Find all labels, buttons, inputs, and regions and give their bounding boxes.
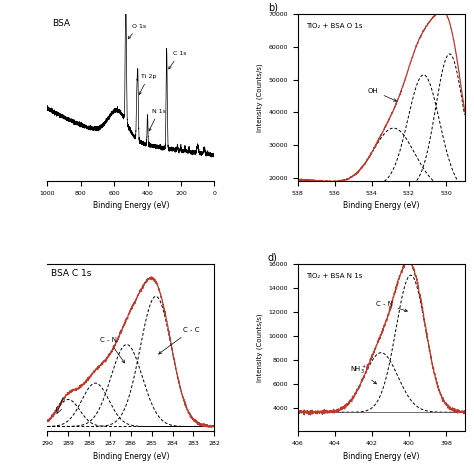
Text: BSA: BSA bbox=[53, 19, 71, 28]
Text: Ti 2p: Ti 2p bbox=[139, 74, 156, 94]
Text: C - C: C - C bbox=[159, 327, 200, 354]
Text: BSA C 1s: BSA C 1s bbox=[51, 270, 91, 279]
Y-axis label: Intensity (Counts/s): Intensity (Counts/s) bbox=[256, 314, 263, 382]
Text: O 1s: O 1s bbox=[128, 24, 146, 39]
X-axis label: Binding Energy (eV): Binding Energy (eV) bbox=[343, 201, 419, 210]
Text: TiO₂ + BSA O 1s: TiO₂ + BSA O 1s bbox=[306, 23, 363, 28]
Text: OH: OH bbox=[368, 88, 396, 101]
X-axis label: Binding Energy (eV): Binding Energy (eV) bbox=[343, 452, 419, 461]
Text: d): d) bbox=[268, 253, 277, 263]
Text: TiO₂ + BSA N 1s: TiO₂ + BSA N 1s bbox=[306, 273, 363, 279]
Text: C 1s: C 1s bbox=[169, 51, 186, 69]
X-axis label: Binding Energy (eV): Binding Energy (eV) bbox=[92, 201, 169, 210]
Text: C - N: C - N bbox=[100, 337, 125, 363]
Text: N 1s: N 1s bbox=[149, 109, 165, 131]
Text: C - N: C - N bbox=[375, 301, 407, 312]
Text: b): b) bbox=[268, 2, 278, 12]
Text: NH$_3^+$: NH$_3^+$ bbox=[350, 364, 376, 384]
X-axis label: Binding Energy (eV): Binding Energy (eV) bbox=[92, 452, 169, 461]
Y-axis label: Intensity (Counts/s): Intensity (Counts/s) bbox=[256, 64, 263, 132]
